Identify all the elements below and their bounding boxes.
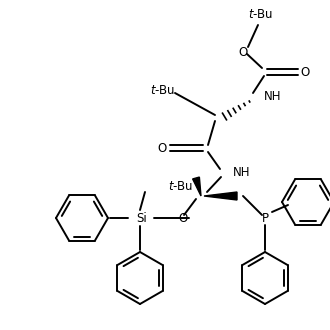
Polygon shape [204, 192, 237, 200]
Text: P: P [261, 212, 269, 224]
Text: $t$-Bu: $t$-Bu [150, 83, 176, 96]
Text: Si: Si [137, 212, 148, 224]
Polygon shape [193, 177, 201, 196]
Text: O: O [179, 212, 188, 224]
Text: $t$-Bu: $t$-Bu [168, 181, 193, 193]
Text: O: O [157, 142, 167, 154]
Text: NH: NH [264, 90, 281, 104]
Text: O: O [300, 65, 310, 79]
Text: NH: NH [233, 167, 250, 180]
Text: $t$-Bu: $t$-Bu [248, 9, 274, 21]
Text: O: O [238, 46, 248, 58]
